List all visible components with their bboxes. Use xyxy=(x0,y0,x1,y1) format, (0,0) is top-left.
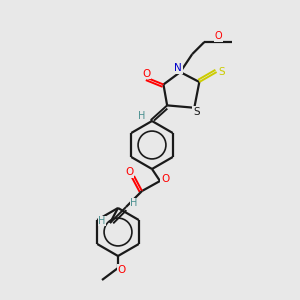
Text: H: H xyxy=(98,216,106,226)
Text: O: O xyxy=(118,265,126,275)
Text: S: S xyxy=(193,107,200,117)
Text: O: O xyxy=(214,31,222,41)
Text: N: N xyxy=(174,63,182,73)
Text: O: O xyxy=(125,167,133,177)
Text: S: S xyxy=(218,67,225,77)
Text: O: O xyxy=(161,174,169,184)
Text: O: O xyxy=(142,69,151,79)
Text: H: H xyxy=(138,111,146,121)
Text: H: H xyxy=(130,198,138,208)
